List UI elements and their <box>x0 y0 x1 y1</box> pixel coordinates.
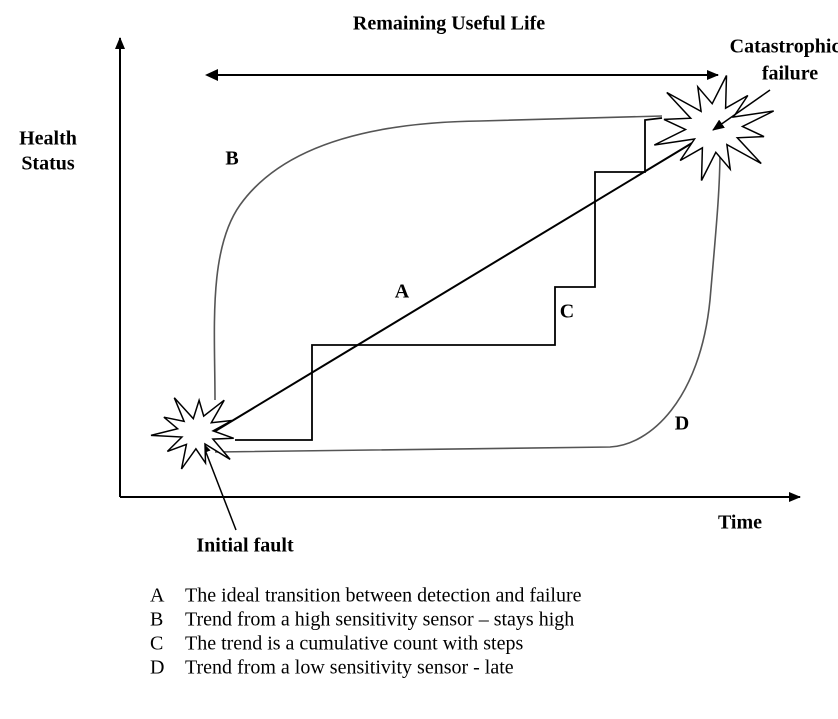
curve-label: A <box>395 281 410 303</box>
failure-label: Catastrophic <box>730 36 838 58</box>
legend-key: D <box>150 657 164 679</box>
legend-text: The ideal transition between detection a… <box>185 585 582 607</box>
starburst <box>150 397 234 470</box>
starburst <box>653 75 775 181</box>
legend-text: The trend is a cumulative count with ste… <box>185 633 523 655</box>
legend: A The ideal transition between detection … <box>150 585 582 679</box>
failure-arrow <box>712 89 771 131</box>
curve-a <box>211 136 703 434</box>
y-axis-label: Status <box>21 153 75 175</box>
curve-label: B <box>225 148 238 170</box>
fault-label: Initial fault <box>196 535 294 557</box>
curve-label: D <box>675 413 689 435</box>
legend-key: B <box>150 609 163 631</box>
curve-d <box>214 149 721 453</box>
x-axis-label: Time <box>718 512 762 534</box>
curve-label: C <box>560 301 574 323</box>
title: Remaining Useful Life <box>353 13 545 35</box>
failure-label: failure <box>762 63 818 85</box>
fault-arrow <box>201 441 237 531</box>
legend-text: Trend from a low sensitivity sensor - la… <box>185 657 514 679</box>
legend-key: A <box>150 585 165 607</box>
rul-arrow-head <box>205 69 218 81</box>
curve-c <box>235 117 663 441</box>
legend-text: Trend from a high sensitivity sensor – s… <box>185 609 574 631</box>
curve-b <box>213 115 663 401</box>
legend-key: C <box>150 633 163 655</box>
y-axis-label: Health <box>19 128 77 150</box>
